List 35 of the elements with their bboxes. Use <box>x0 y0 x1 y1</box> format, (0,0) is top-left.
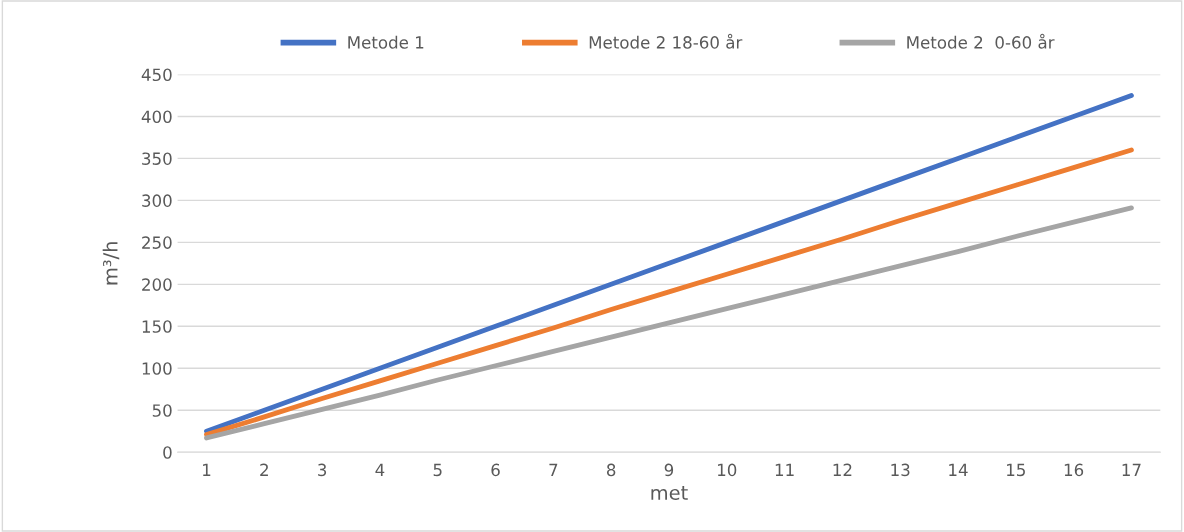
x-tick-label: 3 <box>318 463 327 477</box>
x-tick-label: 8 <box>606 463 616 477</box>
x-tick-label: 6 <box>491 463 500 477</box>
x-tick-label: 10 <box>717 463 737 477</box>
line-series <box>204 147 1134 437</box>
y-axis-title: m³/h <box>102 242 120 285</box>
x-tick-label: 5 <box>433 463 442 477</box>
x-tick-label: 2 <box>260 463 268 476</box>
x-tick-label: 12 <box>833 463 852 476</box>
x-tick-label: 15 <box>1007 463 1025 477</box>
y-tick-label: 100 <box>142 362 172 375</box>
x-tick-label: 17 <box>1122 463 1141 476</box>
y-tick-label: 250 <box>142 236 172 249</box>
y-tick-label: 200 <box>142 278 172 291</box>
y-tick-label: 50 <box>152 404 172 417</box>
line-series <box>204 205 1134 441</box>
legend-label: Metode 2 0-60 år <box>907 33 1055 49</box>
x-tick-label: 16 <box>1064 463 1084 477</box>
y-tick-label: 150 <box>142 320 172 333</box>
legend-label: Metode 2 18-60 år <box>589 33 743 49</box>
x-tick-label: 9 <box>664 463 674 477</box>
x-axis-title: met <box>651 486 688 501</box>
x-tick-label: 7 <box>549 463 558 476</box>
x-tick-label: 1 <box>203 463 211 476</box>
x-tick-label: 4 <box>375 463 385 476</box>
legend-label: Metode 1 <box>348 35 424 49</box>
y-tick-label: 300 <box>142 194 172 207</box>
y-tick-label: 450 <box>141 68 172 82</box>
x-tick-label: 13 <box>891 463 910 477</box>
y-tick-label: 400 <box>141 110 172 124</box>
x-tick-label: 11 <box>775 463 794 476</box>
y-tick-label: 0 <box>163 446 172 459</box>
x-tick-label: 14 <box>949 463 968 476</box>
y-tick-label: 350 <box>142 152 172 165</box>
line-series <box>204 93 1134 434</box>
